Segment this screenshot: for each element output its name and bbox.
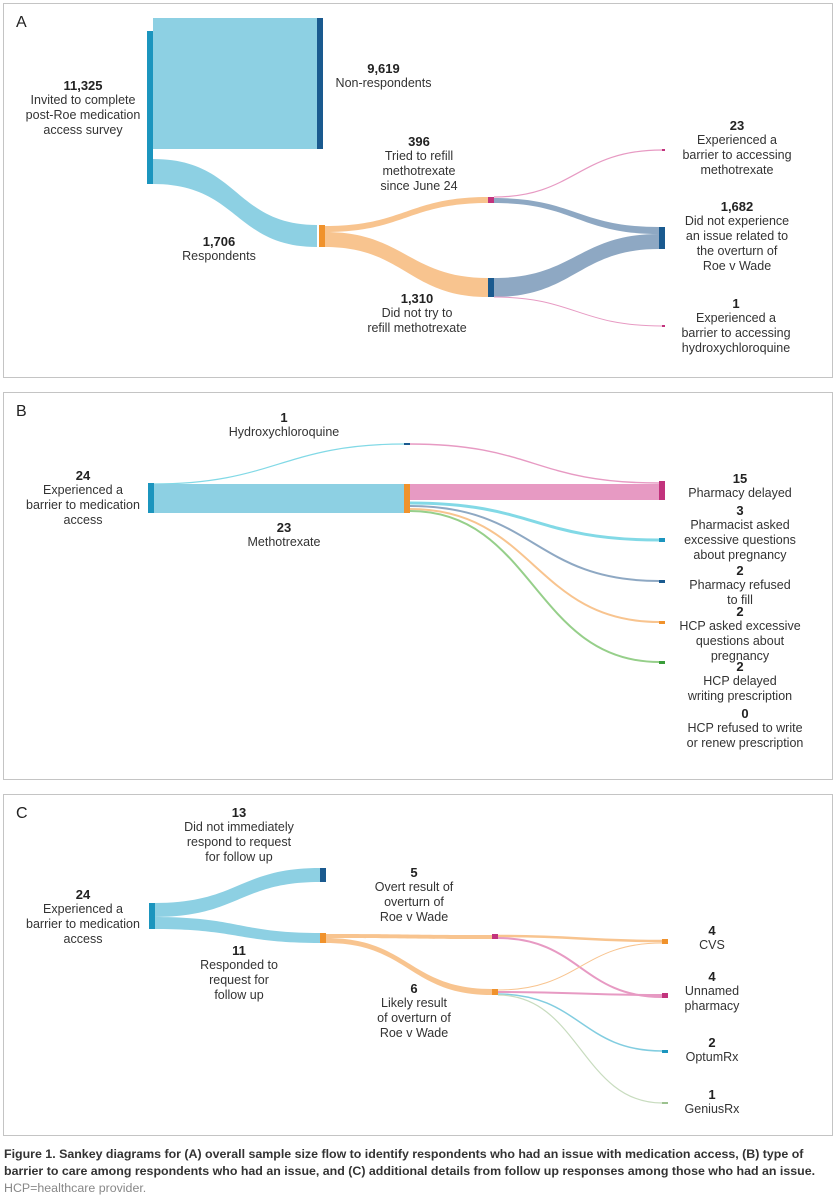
label-tried-refill: 396 Tried to refill methotrexate since Ju… [380,134,458,193]
sankey-diagram-c [149,868,668,1104]
link-mtx-to-hcp-asked [409,508,660,623]
node-hcq [404,443,410,445]
link-mtx-to-pharmacy-delayed [410,484,659,500]
link-barrier-to-hcq [152,443,405,485]
sankey-diagram-a [147,18,665,327]
node-hcp-delayed [659,661,665,664]
label-cvs: 4 CVS [699,923,725,952]
link-hcq-to-pharmacy-delayed [408,443,660,484]
label-unnamed: 4 Unnamed pharmacy [684,969,740,1013]
label-geniusrx: 1 GeniusRx [684,1087,740,1116]
label-no-response: 13 Did not immediately respond to request… [184,805,294,864]
link-responded-to-likely [326,938,492,995]
node-no-issue [659,227,665,249]
label-hcp-asked: 2 HCP asked excessive questions about pre… [679,604,801,663]
label-pharmacy-refused: 2 Pharmacy refused to fill [689,563,791,607]
panel-c: C 13 Did not immediately respond to reque… [3,794,833,1136]
link-barrier-to-no-response [154,868,320,917]
label-barrier-mtx: 23 Experienced a barrier to accessing met… [682,118,792,177]
node-overt [492,934,498,939]
link-respondents-to-tried [325,197,488,232]
label-barrier-hcq: 1 Experienced a barrier to accessing hydr… [681,296,791,355]
link-likely-to-cvs [497,942,663,991]
node-barrier-mtx [662,149,665,151]
node-pharmacist-asked [659,538,665,542]
label-hcq: 1 Hydroxychloroquine [228,410,340,439]
link-mtx-to-pharmacist-asked [409,501,660,542]
label-hcp-delayed: 2 HCP delayed writing prescription [687,659,793,703]
node-hcp-asked [659,621,665,624]
label-pharmacist-asked: 3 Pharmacist asked excessive questions ab… [684,503,796,562]
link-invited-to-nonrespondents [153,18,317,149]
node-cvs [662,939,668,944]
link-tried-to-no-issue [494,198,659,234]
link-barrier-to-mtx [153,484,404,513]
label-non-respondents: 9,619 Non-respondents [335,61,432,90]
link-responded-to-overt [326,934,492,939]
figure-caption: Figure 1. Sankey diagrams for (A) overal… [4,1146,834,1197]
link-mtx-to-pharmacy-refused [409,505,660,582]
node-responded [320,933,326,943]
node-tried-refill [488,197,494,203]
panel-letter: A [16,14,27,31]
link-barrier-to-responded [154,917,320,943]
caption-text: Figure 1. Sankey diagrams for (A) overal… [4,1147,816,1178]
label-respondents: 1,706 Respondents [182,234,256,263]
label-responded: 11 Responded to request for follow up [200,943,278,1002]
node-no-response [320,868,326,882]
label-no-issue: 1,682 Did not experience an issue related… [684,199,790,273]
node-respondents [319,225,325,247]
label-hcp-refused: 0 HCP refused to write or renew prescript… [686,706,804,750]
node-likely [492,989,498,995]
label-optumrx: 2 OptumRx [685,1035,739,1064]
node-pharmacy-delayed [659,481,665,500]
label-not-try-refill: 1,310 Did not try to refill methotrexate [367,291,467,335]
link-nottry-to-barrier-hcq [493,296,663,327]
link-overt-to-cvs [497,934,663,943]
panel-a: A 11,325 Invited to complete post-Roe med… [3,3,833,378]
link-likely-to-geniusrx [497,994,663,1104]
panel-letter: B [16,403,27,420]
label-likely: 6 Likely result of overturn of Roe v Wade [377,981,451,1040]
link-likely-to-optumrx [497,993,663,1052]
label-overt: 5 Overt result of overturn of Roe v Wade [374,865,454,924]
label-pharmacy-delayed: 15 Pharmacy delayed [688,471,792,500]
node-pharmacy-refused [659,580,665,583]
node-non-respondents [317,18,323,149]
node-barrier-total [148,483,154,513]
node-geniusrx [662,1102,668,1104]
node-mtx [404,484,410,513]
link-respondents-to-nottry [325,232,488,297]
node-not-try-refill [488,278,494,297]
label-barrier-total-b: 24 Experienced a barrier to medication ac… [26,468,140,527]
link-mtx-to-hcp-delayed [409,510,660,663]
panel-b: B 1 Hydroxychloroquine 24 Experienced a ba… [3,392,833,780]
link-invited-to-respondents [153,159,317,247]
node-barrier-total-c [149,903,155,929]
link-likely-to-unnamed [497,991,663,996]
label-mtx: 23 Methotrexate [247,520,321,549]
sankey-diagram-b [148,443,665,664]
node-invited [147,31,153,184]
label-barrier-total-c: 24 Experienced a barrier to medication ac… [26,887,140,946]
link-nottry-to-no-issue [494,234,659,297]
caption-note: HCP=healthcare provider. [4,1181,147,1195]
node-unnamed [662,993,668,998]
node-optumrx [662,1050,668,1053]
link-tried-to-barrier-mtx [493,149,663,198]
label-invited: 11,325 Invited to complete post-Roe medic… [25,78,141,137]
node-barrier-hcq [662,325,665,327]
panel-letter: C [16,805,28,822]
